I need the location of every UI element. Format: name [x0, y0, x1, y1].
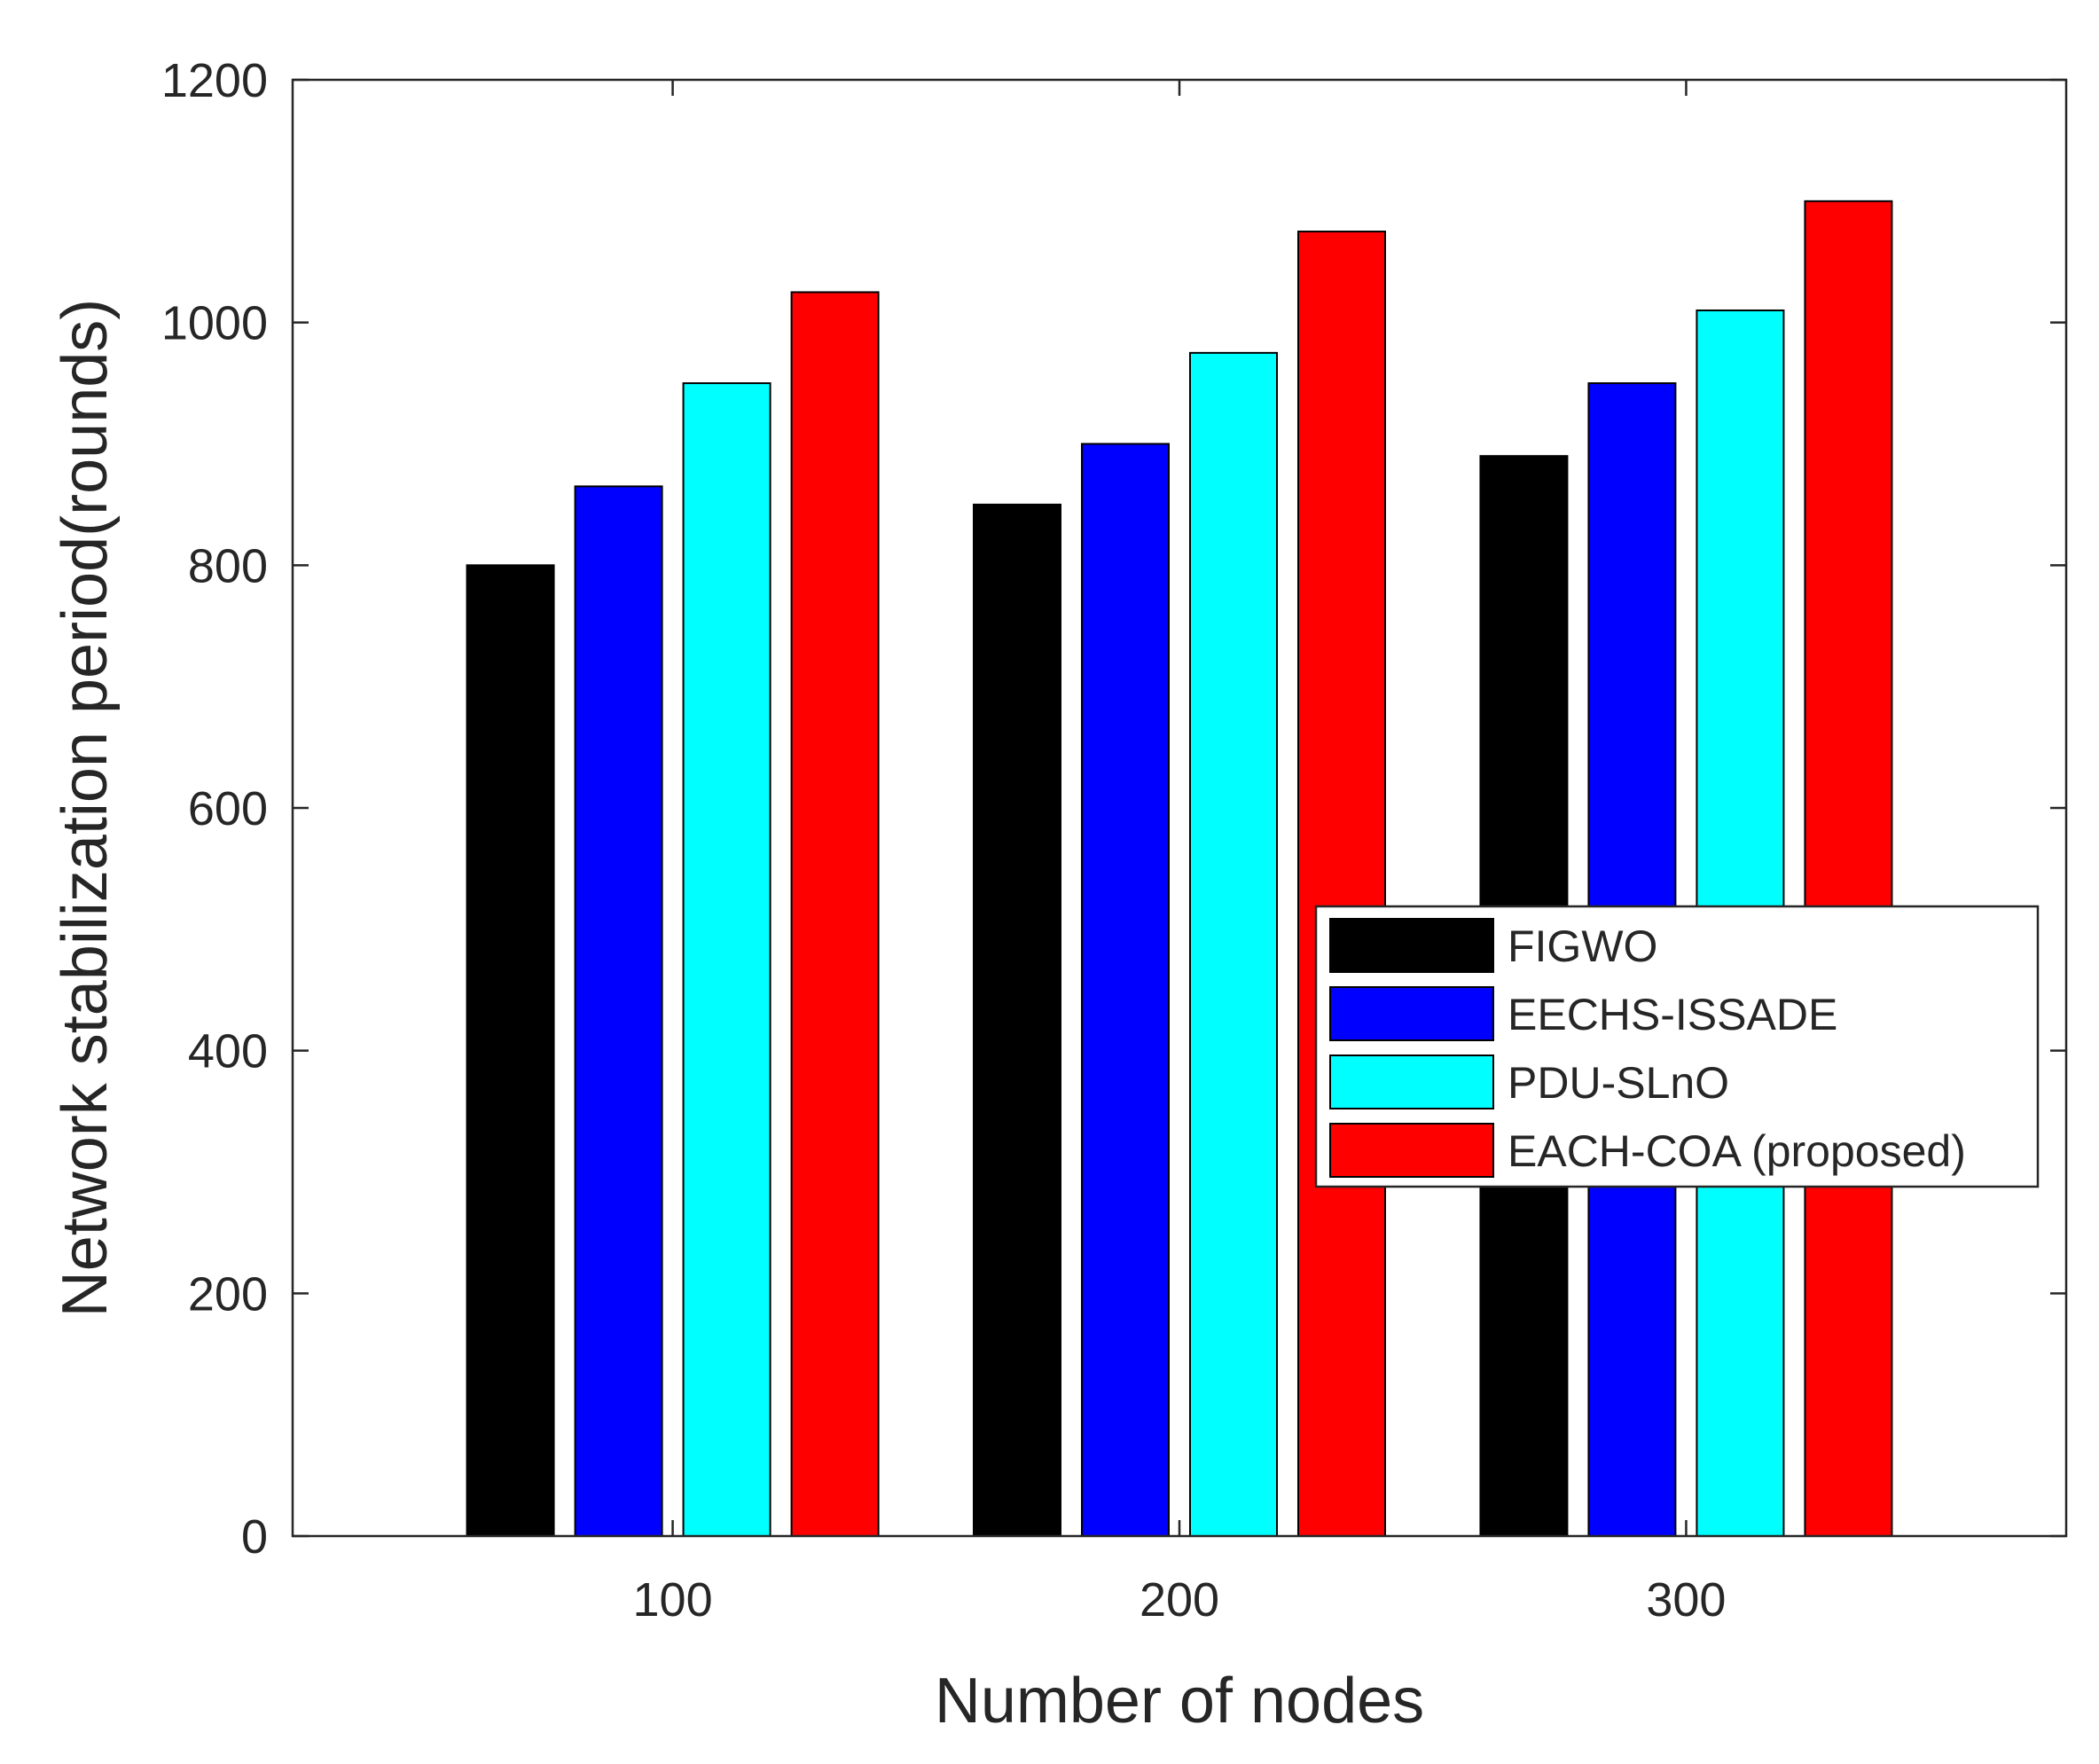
x-tick-label-200: 200: [1140, 1573, 1219, 1627]
legend-label-figwo: FIGWO: [1508, 921, 1657, 971]
bar-eechs-issade-200: [1081, 443, 1170, 1537]
legend-swatch-eechs-issade: [1329, 986, 1494, 1041]
bar-figwo-100: [466, 564, 555, 1537]
bar-pdu-slno-100: [682, 382, 771, 1537]
y-axis-label: Network stabilization period(rounds): [50, 299, 121, 1318]
legend-label-each-coa: EACH-COA (proposed): [1508, 1126, 1966, 1176]
x-axis-label: Number of nodes: [935, 1666, 1424, 1737]
bar-eechs-issade-100: [574, 485, 663, 1537]
legend-label-pdu-slno: PDU-SLnO: [1508, 1058, 1729, 1108]
x-tick-label-300: 300: [1646, 1573, 1726, 1627]
legend-swatch-each-coa: [1329, 1123, 1494, 1178]
plot-area: [293, 80, 2066, 1536]
y-tick-label-600: 600: [188, 782, 268, 835]
legend-swatch-pdu-slno: [1329, 1054, 1494, 1109]
y-tick-label-400: 400: [188, 1025, 268, 1078]
legend-swatch-figwo: [1329, 918, 1494, 973]
legend-label-eechs-issade: EECHS-ISSADE: [1508, 990, 1837, 1039]
y-tick-label-200: 200: [188, 1267, 268, 1321]
ticks-layer: 100 200 300 0 200 400 600 800 1000 1200: [161, 54, 2066, 1627]
y-tick-label-1000: 1000: [161, 297, 268, 350]
y-tick-label-1200: 1200: [161, 54, 268, 107]
bar-pdu-slno-200: [1189, 351, 1278, 1537]
y-tick-label-0: 0: [241, 1510, 268, 1564]
bar-each-coa-200: [1297, 231, 1386, 1538]
legend: FIGWO EECHS-ISSADE PDU-SLnO EACH-COA (propo…: [1314, 905, 2040, 1188]
x-tick-label-100: 100: [633, 1573, 713, 1627]
bar-each-coa-100: [790, 291, 880, 1537]
bar-figwo-200: [973, 503, 1061, 1538]
plot-frame: [291, 78, 2068, 1538]
y-tick-label-800: 800: [188, 539, 268, 592]
bar-each-coa-300: [1804, 200, 1893, 1537]
